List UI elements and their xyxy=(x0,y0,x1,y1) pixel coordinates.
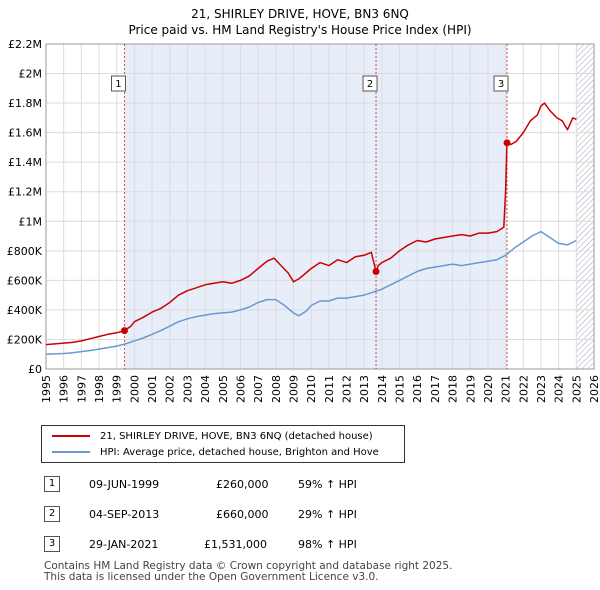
sale-hpi-change: 98% ↑ HPI xyxy=(298,538,357,551)
y-tick-label: £2M xyxy=(19,68,43,81)
x-tick-label: 2019 xyxy=(464,375,477,403)
x-tick-label: 2024 xyxy=(553,375,566,403)
x-tick-label: 2014 xyxy=(376,375,389,403)
legend-entry-hpi: HPI: Average price, detached house, Brig… xyxy=(52,445,379,459)
sale-point xyxy=(120,327,128,335)
x-tick-label: 2018 xyxy=(447,375,460,403)
legend-line-blue-icon xyxy=(52,451,90,453)
x-tick-label: 2000 xyxy=(128,375,141,403)
y-tick-label: £2.2M xyxy=(8,38,42,51)
sale-point xyxy=(503,139,511,147)
sale-number-badge: 3 xyxy=(44,536,60,552)
x-tick-label: 2022 xyxy=(517,375,530,403)
x-tick-label: 2016 xyxy=(411,375,424,403)
sale-price: £260,000 xyxy=(216,478,269,491)
sale-row: 1 09-JUN-1999 £260,000 59% ↑ HPI xyxy=(44,476,444,494)
x-tick-label: 2006 xyxy=(234,375,247,403)
legend-label-hpi: HPI: Average price, detached house, Brig… xyxy=(100,446,379,458)
x-tick-label: 2010 xyxy=(305,375,318,403)
x-tick-label: 1997 xyxy=(75,375,88,403)
x-tick-label: 2002 xyxy=(164,375,177,403)
y-tick-label: £0 xyxy=(28,363,42,376)
sale-date: 04-SEP-2013 xyxy=(89,508,160,521)
y-tick-label: £1.8M xyxy=(8,97,42,110)
sale-marker-box xyxy=(110,75,126,92)
y-tick-label: £800K xyxy=(7,245,43,258)
plot-frame xyxy=(45,43,595,370)
y-tick-label: £1M xyxy=(19,215,43,228)
x-tick-label: 2009 xyxy=(287,375,300,403)
x-tick-label: 2013 xyxy=(358,375,371,403)
x-tick-label: 1999 xyxy=(111,375,124,403)
x-tick-label: 2008 xyxy=(270,375,283,403)
footer-copyright: Contains HM Land Registry data © Crown c… xyxy=(44,560,453,572)
footer-licence: This data is licensed under the Open Gov… xyxy=(44,571,379,583)
y-tick-label: £400K xyxy=(7,304,43,317)
sale-date: 09-JUN-1999 xyxy=(89,478,160,491)
footer: Contains HM Land Registry data © Crown c… xyxy=(44,561,452,583)
x-tick-label: 2005 xyxy=(217,375,230,403)
chart-subtitle: Price paid vs. HM Land Registry's House … xyxy=(128,23,471,37)
y-tick-label: £600K xyxy=(7,274,43,287)
x-tick-label: 2004 xyxy=(199,375,212,403)
x-tick-label: 2025 xyxy=(570,375,583,403)
sale-marker-label: 1 xyxy=(115,79,121,90)
x-tick-label: 2017 xyxy=(429,375,442,403)
y-tick-label: £1.2M xyxy=(8,186,42,199)
sale-price: £1,531,000 xyxy=(204,538,267,551)
legend-entry-property: 21, SHIRLEY DRIVE, HOVE, BN3 6NQ (detach… xyxy=(52,429,373,443)
legend-line-red-icon xyxy=(52,435,90,437)
forecast-hatch-region xyxy=(576,44,594,369)
x-tick-label: 1998 xyxy=(93,375,106,403)
y-tick-label: £200K xyxy=(7,333,43,346)
x-tick-label: 2001 xyxy=(146,375,159,403)
x-tick-label: 2003 xyxy=(181,375,194,403)
sale-marker-label: 3 xyxy=(498,79,504,90)
y-tick-label: £1.6M xyxy=(8,127,42,140)
sale-hpi-change: 59% ↑ HPI xyxy=(298,478,357,491)
x-tick-label: 2011 xyxy=(323,375,336,403)
sale-point xyxy=(372,268,380,275)
legend-label-property: 21, SHIRLEY DRIVE, HOVE, BN3 6NQ (detach… xyxy=(100,430,373,442)
x-tick-label: 1996 xyxy=(58,375,71,403)
x-tick-label: 2015 xyxy=(394,375,407,403)
sale-hpi-change: 29% ↑ HPI xyxy=(298,508,357,521)
price-chart: 21, SHIRLEY DRIVE, HOVE, BN3 6NQ Price p… xyxy=(7,7,600,403)
sale-row: 2 04-SEP-2013 £660,000 29% ↑ HPI xyxy=(44,506,444,524)
sale-number-badge: 1 xyxy=(44,476,60,492)
sale-price: £660,000 xyxy=(216,508,269,521)
x-tick-label: 2020 xyxy=(482,375,495,403)
x-tick-label: 2021 xyxy=(500,375,513,403)
property-price-line xyxy=(45,102,577,346)
sale-row: 3 29-JAN-2021 £1,531,000 98% ↑ HPI xyxy=(44,536,444,554)
x-tick-label: 2026 xyxy=(588,375,600,403)
chart-title: 21, SHIRLEY DRIVE, HOVE, BN3 6NQ xyxy=(191,7,409,21)
shaded-ownership-region xyxy=(124,44,508,369)
x-tick-label: 2012 xyxy=(341,375,354,403)
x-tick-label: 1995 xyxy=(40,375,53,403)
sale-date: 29-JAN-2021 xyxy=(89,538,159,551)
sale-marker-box xyxy=(362,75,378,92)
hpi-line xyxy=(45,230,577,355)
x-tick-label: 2023 xyxy=(535,375,548,403)
x-tick-label: 2007 xyxy=(252,375,265,403)
sale-marker-label: 2 xyxy=(367,79,373,90)
sale-number-badge: 2 xyxy=(44,506,60,522)
y-tick-label: £1.4M xyxy=(8,156,42,169)
legend: 21, SHIRLEY DRIVE, HOVE, BN3 6NQ (detach… xyxy=(41,425,405,463)
sale-marker-box xyxy=(493,75,509,92)
